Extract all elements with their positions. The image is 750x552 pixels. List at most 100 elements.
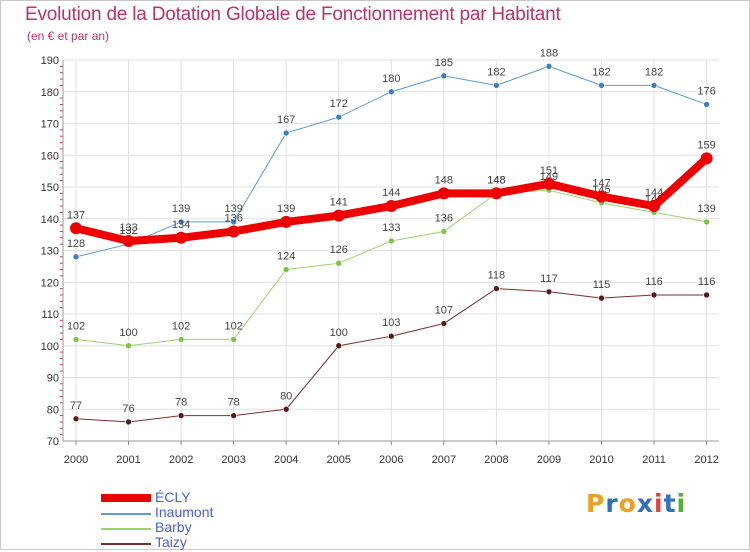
data-point-inaumont <box>703 101 710 108</box>
data-label-inaumont: 128 <box>67 238 85 250</box>
data-point-inaumont <box>282 129 290 137</box>
proxiti-logo: Proxiti <box>586 489 686 518</box>
data-point-inaumont <box>440 72 448 80</box>
data-point--cly <box>332 209 345 222</box>
y-tick-label: 190 <box>41 55 59 67</box>
data-label-taizy: 115 <box>593 279 611 291</box>
data-label--cly: 144 <box>645 187 663 199</box>
data-point-taizy <box>598 294 605 302</box>
data-label-taizy: 117 <box>540 273 558 285</box>
data-point-barby <box>125 342 132 350</box>
data-label-taizy: 103 <box>382 317 400 329</box>
data-label-inaumont: 182 <box>592 66 610 78</box>
legend-label-barby: Barby <box>155 519 192 535</box>
logo-letter: r <box>605 489 619 518</box>
data-point--cly <box>542 177 555 190</box>
legend-swatch-ecly <box>101 494 151 502</box>
data-label-inaumont: 172 <box>330 98 348 110</box>
y-tick-label: 120 <box>41 277 59 289</box>
data-label-inaumont: 167 <box>277 114 295 126</box>
x-tick-label: 2003 <box>221 454 245 466</box>
logo-letter: t <box>663 489 677 518</box>
data-point-taizy <box>335 342 343 350</box>
x-tick-label: 2002 <box>169 454 193 466</box>
data-label-taizy: 116 <box>645 276 663 288</box>
logo-letter: x <box>636 489 654 518</box>
legend-label-ecly: ÉCLY <box>155 489 191 505</box>
data-label-taizy: 107 <box>435 305 453 317</box>
data-point-barby <box>177 336 185 343</box>
x-tick-label: 2004 <box>274 454 298 466</box>
data-point--cly <box>648 200 661 213</box>
data-label-taizy: 80 <box>280 390 292 402</box>
data-label--cly: 134 <box>172 219 190 231</box>
data-point-taizy <box>230 412 237 419</box>
data-label-barby: 100 <box>119 327 137 339</box>
data-label-barby: 133 <box>382 222 400 234</box>
data-point-barby <box>387 237 395 245</box>
data-point-taizy <box>387 332 395 340</box>
data-point-taizy <box>177 412 185 419</box>
data-label--cly: 136 <box>224 212 242 224</box>
data-point-barby <box>440 228 448 235</box>
data-label-inaumont: 182 <box>487 66 505 78</box>
x-tick-label: 2009 <box>537 454 561 466</box>
chart-subtitle: (en € et par an) <box>27 29 110 43</box>
data-point-barby <box>72 336 80 343</box>
logo-letter: P <box>586 489 606 518</box>
y-tick-label: 180 <box>41 87 59 99</box>
data-label--cly: 141 <box>330 197 348 209</box>
y-tick-label: 70 <box>47 436 59 448</box>
data-label-barby: 139 <box>697 203 715 215</box>
data-point-inaumont <box>230 218 237 226</box>
data-label--cly: 139 <box>277 203 295 215</box>
data-label-inaumont: 185 <box>435 57 453 69</box>
data-label-taizy: 116 <box>698 276 716 288</box>
data-point-taizy <box>440 320 448 327</box>
y-tick-label: 90 <box>47 373 59 385</box>
data-label-taizy: 76 <box>122 403 134 415</box>
x-tick-label: 2006 <box>379 454 403 466</box>
data-point--cly <box>385 200 398 213</box>
data-label--cly: 159 <box>697 139 715 151</box>
x-tick-label: 2010 <box>589 454 613 466</box>
data-point-inaumont <box>72 253 80 261</box>
data-label-barby: 136 <box>435 212 453 224</box>
data-label-inaumont: 139 <box>224 203 242 215</box>
data-label-inaumont: 132 <box>119 225 137 237</box>
x-tick-label: 2008 <box>484 454 508 466</box>
y-tick-label: 130 <box>41 246 59 258</box>
data-point-taizy <box>650 291 658 299</box>
legend-swatch-taizy <box>101 543 151 545</box>
data-point-inaumont <box>650 82 658 89</box>
data-label-barby: 102 <box>224 320 242 332</box>
y-tick-label: 150 <box>41 182 59 194</box>
data-label-barby: 102 <box>172 320 190 332</box>
data-label-taizy: 118 <box>488 270 506 282</box>
data-label-taizy: 100 <box>330 327 348 339</box>
data-label--cly: 151 <box>540 165 558 177</box>
data-point-inaumont <box>493 82 500 89</box>
data-point-taizy <box>493 285 500 292</box>
data-point-barby <box>282 266 290 273</box>
legend-swatch-barby <box>101 528 151 530</box>
data-point-inaumont <box>335 113 343 121</box>
data-point-barby <box>335 259 343 267</box>
data-point-barby <box>230 336 237 343</box>
data-label-barby: 148 <box>487 174 505 186</box>
data-label-taizy: 77 <box>70 400 82 412</box>
data-point--cly <box>122 234 135 247</box>
legend-label-taizy: Taizy <box>155 534 187 550</box>
data-label--cly: 133 <box>119 222 137 234</box>
data-label-taizy: 78 <box>175 397 187 409</box>
y-tick-label: 160 <box>41 150 59 162</box>
data-label-inaumont: 176 <box>697 85 715 97</box>
data-label-inaumont: 139 <box>172 203 190 215</box>
data-point-inaumont <box>545 63 553 70</box>
x-tick-label: 2012 <box>694 454 718 466</box>
y-tick-label: 140 <box>41 214 59 226</box>
y-tick-label: 110 <box>41 309 59 321</box>
logo-letter: i <box>654 489 664 518</box>
